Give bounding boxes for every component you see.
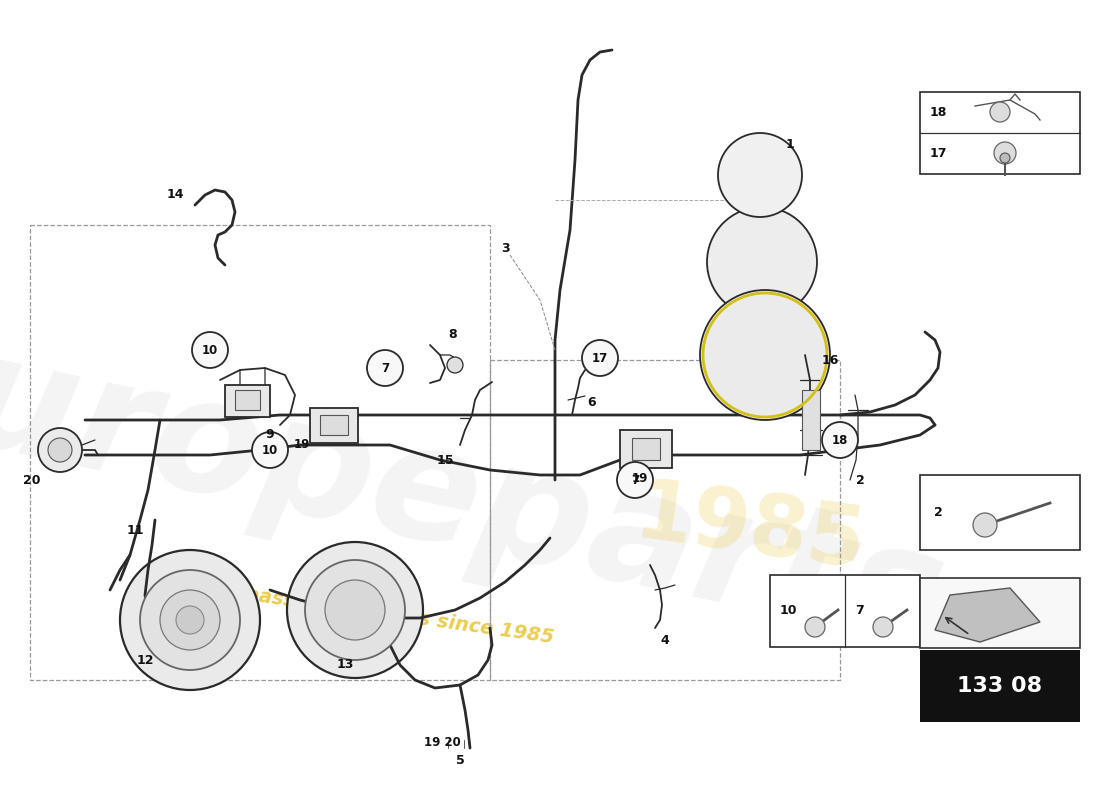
Circle shape	[252, 432, 288, 468]
Text: 18: 18	[832, 434, 848, 446]
Text: 17: 17	[930, 147, 947, 160]
Text: 9: 9	[266, 429, 274, 442]
Bar	[802, 390, 820, 450]
Text: europeparts: europeparts	[0, 299, 957, 681]
Polygon shape	[935, 588, 1040, 642]
Circle shape	[160, 590, 220, 650]
Text: 15: 15	[437, 454, 453, 466]
Circle shape	[873, 617, 893, 637]
Text: 10: 10	[262, 443, 278, 457]
Text: 19: 19	[294, 438, 310, 451]
Text: 12: 12	[136, 654, 154, 666]
Circle shape	[990, 102, 1010, 122]
Text: 11: 11	[126, 523, 144, 537]
Bar	[920, 650, 1080, 722]
Circle shape	[805, 617, 825, 637]
Circle shape	[324, 580, 385, 640]
Circle shape	[718, 133, 802, 217]
Text: 13: 13	[337, 658, 354, 671]
Circle shape	[700, 290, 830, 420]
Circle shape	[994, 142, 1016, 164]
Text: 14: 14	[166, 189, 184, 202]
Text: 19: 19	[631, 471, 648, 485]
Circle shape	[48, 438, 72, 462]
Circle shape	[367, 350, 403, 386]
Circle shape	[582, 340, 618, 376]
Text: 20: 20	[23, 474, 41, 486]
Text: 5: 5	[455, 754, 464, 766]
Text: 1: 1	[785, 138, 794, 151]
Circle shape	[120, 550, 260, 690]
Text: 10: 10	[779, 605, 796, 618]
Text: 6: 6	[587, 395, 596, 409]
Bar	[310, 408, 358, 443]
Text: 10: 10	[202, 343, 218, 357]
Text: 7: 7	[381, 362, 389, 374]
Text: 17: 17	[592, 351, 608, 365]
Circle shape	[707, 207, 817, 317]
Text: 2: 2	[856, 474, 865, 486]
Text: 3: 3	[500, 242, 509, 254]
Text: 8: 8	[449, 329, 458, 342]
Text: 18: 18	[930, 106, 947, 119]
Text: 7: 7	[856, 605, 865, 618]
Bar	[320, 415, 348, 435]
Circle shape	[305, 560, 405, 660]
Circle shape	[447, 357, 463, 373]
Text: 7: 7	[631, 474, 639, 486]
Circle shape	[822, 422, 858, 458]
Circle shape	[974, 513, 997, 537]
Bar	[920, 578, 1080, 648]
Circle shape	[617, 462, 653, 498]
Text: 19 20: 19 20	[424, 735, 461, 749]
Text: 16: 16	[822, 354, 838, 366]
Text: 4: 4	[661, 634, 670, 646]
Circle shape	[176, 606, 204, 634]
Circle shape	[39, 428, 82, 472]
Text: 1985: 1985	[629, 474, 870, 586]
Bar	[620, 430, 672, 468]
Bar	[632, 438, 660, 460]
Bar	[770, 575, 920, 647]
Bar	[920, 475, 1080, 550]
Text: 133 08: 133 08	[957, 676, 1043, 696]
Circle shape	[287, 542, 424, 678]
Circle shape	[140, 570, 240, 670]
Bar	[226, 385, 270, 417]
Bar	[920, 92, 1080, 174]
Text: a passion for parts since 1985: a passion for parts since 1985	[224, 582, 556, 647]
Text: 2: 2	[934, 506, 943, 519]
Circle shape	[1000, 153, 1010, 163]
Circle shape	[192, 332, 228, 368]
Bar	[235, 390, 260, 410]
